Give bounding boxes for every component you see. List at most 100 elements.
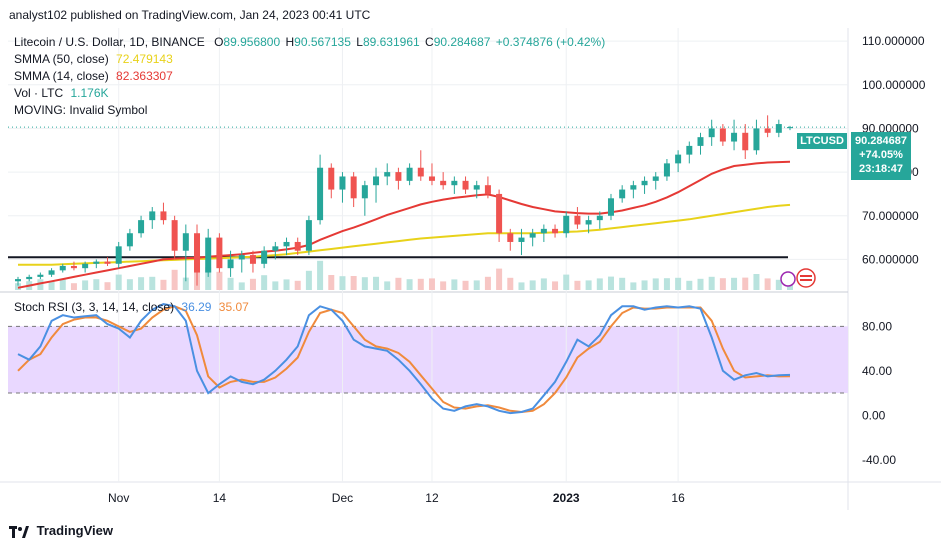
candle-body [171,220,178,251]
volume-bar [305,270,312,290]
smma14-line [17,160,791,289]
volume-bar [428,278,435,290]
candle-body [753,128,760,151]
candle-body [283,241,290,247]
volume-bar [462,280,469,290]
candle-body [529,233,536,238]
us-flag-stripe [800,279,812,281]
volume-bar [294,280,301,290]
bar-countdown: 23:18:47 [858,163,904,175]
legend-volume: Vol · LTC 1.176K [14,86,109,100]
candle-body [93,261,100,264]
volume-bar [641,280,648,290]
ohlc-low-label: L [356,35,363,49]
candle-body [104,261,111,264]
last-price: 90.284687 [855,135,907,147]
volume-bar [663,278,670,290]
volume-bar [518,282,525,290]
smma50-value: 72.479143 [116,52,173,66]
volume-bar [675,277,682,290]
price-tick-label: 90.000000 [862,121,919,135]
candle-body [552,228,559,234]
candle-body [138,220,145,234]
volume-bar [238,282,245,290]
time-tick-label: 12 [425,491,439,505]
stoch-tick-label: 80.00 [862,319,892,333]
candle-body [451,180,458,186]
volume-bar [630,282,637,290]
symbol-tag: LTCUSD [797,133,847,149]
candle-body [574,215,581,225]
volume-bar [719,278,726,290]
volume-bar [596,278,603,290]
candle-body [115,246,122,264]
candle-body [373,176,380,186]
volume-bar [272,281,279,290]
candle-body [361,185,368,199]
volume-bar [406,279,413,290]
candle-body [350,176,357,199]
ohlc-low: 89.631961 [362,35,420,49]
moving-label: MOVING: Invalid Symbol [14,103,148,117]
change-percent: +74.05% [859,149,903,161]
volume-bar [70,283,77,290]
price-tick-label: 70.000000 [862,209,919,223]
candle-body [585,220,592,225]
candle-body [787,127,793,129]
ohlc-open: 89.956800 [223,35,281,49]
candle-body [249,255,256,264]
legend-smma14: SMMA (14, close) 82.363307 [14,69,173,83]
candle-body [395,172,402,181]
candle-body [384,172,391,177]
publish-header: analyst102 published on TradingView.com,… [0,0,941,28]
volume-bar [619,277,626,290]
legend-symbol-line: Litecoin / U.S. Dollar, 1D, BINANCE O89.… [14,35,605,49]
volume-bar [227,277,234,290]
candle-body [731,132,738,142]
candle-body [742,132,749,151]
volume-bar [261,275,268,290]
candle-body [507,233,514,242]
candle-body [238,255,245,260]
stoch-tick-label: 40.00 [862,364,892,378]
price-tick-label: 60.000000 [862,252,919,266]
price-tick-label: 110.000000 [862,34,925,48]
volume-bar [93,279,100,290]
volume-label: Vol · LTC [14,86,64,100]
volume-bar [216,271,223,290]
event-flash-icon [780,271,796,287]
candle-body [663,163,670,177]
ohlc-change: +0.374876 (+0.42%) [495,35,606,49]
candle-body [764,128,771,133]
stoch-label: Stoch RSI (3, 3, 14, 14, close) [14,300,175,314]
candle-body [328,167,335,190]
volume-bar [496,268,503,290]
candle-body [686,145,693,155]
candle-body [473,185,480,190]
stoch-tick-label: 0.00 [862,408,886,422]
candle-body [518,237,525,242]
volume-bar [82,280,89,290]
legend-stoch-rsi: Stoch RSI (3, 3, 14, 14, close) 36.29 35… [14,300,249,314]
volume-bar [753,274,760,290]
footer-brand[interactable]: TradingView [9,523,113,538]
volume-bar [104,282,111,290]
volume-bar [171,269,178,290]
ohlc-high-label: H [285,35,295,49]
candle-body [48,270,55,275]
footer-brand-text: TradingView [36,523,113,538]
stoch-k-value: 36.29 [181,300,212,314]
candle-body [59,265,66,271]
candle-body [496,193,503,234]
stoch-d-value: 35.07 [218,300,249,314]
candle-body [227,259,234,269]
volume-bar [138,277,145,290]
candle-body [775,124,782,133]
candle-body [317,167,324,221]
candle-body [37,274,44,277]
legend-moving: MOVING: Invalid Symbol [14,103,147,117]
volume-bar [395,277,402,290]
volume-bar [339,276,346,290]
candle-body [675,154,682,164]
